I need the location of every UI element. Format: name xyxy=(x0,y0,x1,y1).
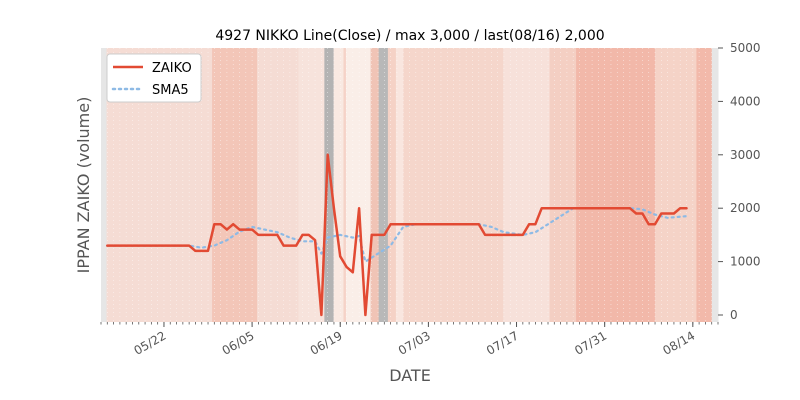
plot-area xyxy=(101,48,719,322)
background-band xyxy=(655,48,697,322)
background-band xyxy=(343,48,347,322)
background-band xyxy=(387,48,397,322)
background-band xyxy=(333,48,344,322)
background-band xyxy=(576,48,656,322)
y-tick-label: 0 xyxy=(730,308,738,322)
x-tick-label: 07/31 xyxy=(572,328,609,357)
x-tick-label: 07/17 xyxy=(484,328,521,357)
x-tick-label: 07/03 xyxy=(396,328,433,357)
background-band xyxy=(324,48,335,322)
series-line-zaiko xyxy=(106,153,688,317)
legend-label-sma5: SMA5 xyxy=(152,83,189,98)
background-band xyxy=(378,48,389,322)
chart-title: 4927 NIKKO Line(Close) / max 3,000 / las… xyxy=(215,28,604,44)
y-tick-label: 5000 xyxy=(730,41,761,55)
y-tick-label: 1000 xyxy=(730,255,761,269)
x-tick-label: 06/05 xyxy=(220,328,257,357)
y-tick-label: 4000 xyxy=(730,94,761,108)
x-tick-label: 05/22 xyxy=(132,328,169,357)
background-band xyxy=(345,48,372,322)
legend-label-zaiko: ZAIKO xyxy=(152,61,192,76)
background-bands xyxy=(101,48,719,322)
background-band xyxy=(711,48,719,322)
background-band xyxy=(395,48,404,322)
background-band xyxy=(503,48,551,322)
x-axis: 05/22 06/05 06/19 07/03 07/17 07/31 08/14 xyxy=(100,322,719,358)
y-axis-title: IPPAN ZAIKO (volume) xyxy=(74,97,93,274)
series-layer xyxy=(106,153,688,317)
background-band xyxy=(212,48,258,322)
background-band xyxy=(257,48,299,322)
background-band xyxy=(696,48,713,322)
legend: ZAIKO SMA5 xyxy=(106,53,202,103)
background-band xyxy=(370,48,380,322)
x-tick-label: 08/14 xyxy=(660,328,697,357)
background-band xyxy=(101,48,108,322)
x-axis-title: DATE xyxy=(389,366,431,385)
y-tick-label: 2000 xyxy=(730,201,761,215)
x-tick-label: 06/19 xyxy=(308,328,345,357)
background-band xyxy=(298,48,325,322)
background-band xyxy=(549,48,577,322)
y-axis: 0 1000 2000 3000 4000 5000 xyxy=(718,41,761,322)
y-tick-label: 3000 xyxy=(730,148,761,162)
